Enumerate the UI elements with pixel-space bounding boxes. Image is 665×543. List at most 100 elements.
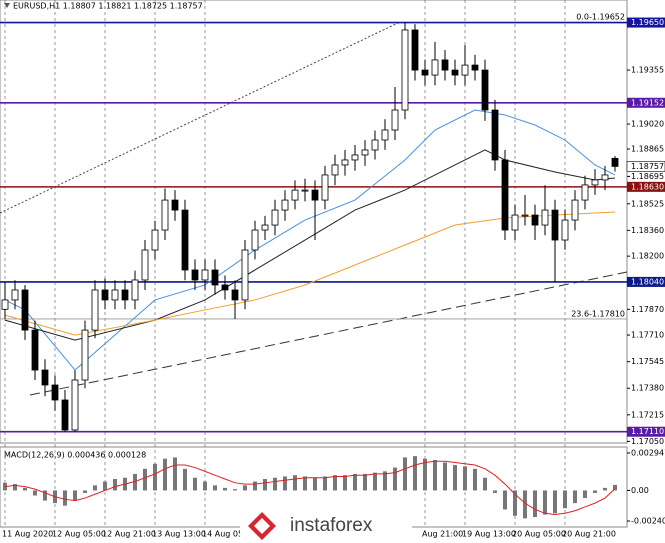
macd-bar — [443, 462, 447, 491]
level-label: 1.17110 — [631, 427, 664, 436]
candle-body — [391, 109, 399, 131]
macd-bar — [193, 477, 197, 491]
macd-bar — [573, 490, 577, 504]
fib-label: 0.0-1.19652 — [576, 13, 625, 22]
candle-body — [421, 69, 429, 76]
candle-body — [471, 64, 479, 71]
candle-body — [541, 209, 549, 226]
macd-bar — [223, 487, 227, 491]
candle-body — [331, 164, 339, 176]
candle-body — [51, 384, 59, 401]
macd-bar — [423, 458, 427, 491]
macd-bar — [353, 473, 357, 491]
level-box — [627, 17, 665, 28]
y-tick-label: 1.18865 — [631, 145, 664, 154]
macd-tick-label: 0.00 — [631, 486, 649, 495]
watermark-logo-inner — [254, 518, 270, 534]
y-tick-label: 1.18695 — [631, 172, 664, 181]
last-price-box — [626, 161, 665, 172]
x-tick-label: 20 Aug 21:00 — [562, 530, 616, 539]
level-label: 1.18630 — [631, 182, 664, 191]
candle-body — [291, 189, 299, 201]
trend-line — [29, 271, 628, 396]
macd-bar — [113, 479, 117, 491]
macd-bar — [403, 457, 407, 491]
candle-body — [101, 289, 109, 301]
candle-body — [91, 289, 99, 331]
x-tick-label: Aug 21:00 — [422, 530, 463, 539]
y-tick-label: 1.17050 — [631, 437, 664, 446]
y-tick-label: 1.17870 — [631, 305, 664, 314]
chart-title: EURUSD,H1 1.18807 1.18821 1.18725 1.1875… — [13, 2, 203, 11]
candle-body — [151, 229, 159, 251]
candle-body — [301, 189, 309, 192]
candle-body — [11, 289, 19, 301]
x-tick-label: 11 Aug 2020 — [2, 530, 53, 539]
candle-body — [571, 199, 579, 221]
candle-body — [431, 59, 439, 76]
candle-body — [371, 139, 379, 151]
candle-body — [451, 69, 459, 76]
macd-bar — [143, 468, 147, 491]
macd-bar — [393, 467, 397, 491]
macd-bar — [263, 479, 267, 491]
moving-average — [4, 149, 616, 341]
level-box — [627, 276, 665, 287]
candle-body — [241, 249, 249, 301]
candle-body — [61, 399, 69, 431]
level-box — [627, 97, 665, 108]
candle-body — [551, 209, 559, 241]
macd-bar — [313, 477, 317, 491]
macd-tick-label: -0.002409 — [631, 517, 665, 526]
macd-bar — [133, 473, 137, 491]
candle-body — [71, 379, 79, 431]
candle-body — [281, 199, 289, 211]
macd-bar — [283, 476, 287, 491]
candle-body — [521, 214, 529, 217]
macd-bar — [73, 490, 77, 501]
macd-bar — [183, 468, 187, 491]
macd-bar — [543, 490, 547, 515]
macd-bar — [453, 465, 457, 491]
fib-label: 23.6-1.17810 — [571, 309, 625, 318]
candle-body — [111, 289, 119, 301]
x-tick-label: 20 Aug 05:00 — [512, 530, 566, 539]
macd-title: MACD(12,26,9) 0.000436 0.000128 — [4, 451, 146, 460]
candle-body — [161, 199, 169, 231]
y-tick-label: 1.18360 — [631, 226, 664, 235]
x-tick-label: 12 Aug 21:00 — [102, 530, 156, 539]
candle-body — [581, 184, 589, 201]
moving-average — [4, 109, 616, 371]
level-label: 1.19650 — [631, 18, 664, 27]
x-tick-label: 19 Aug 13:00 — [462, 530, 516, 539]
candle-body — [401, 29, 409, 111]
macd-bar — [463, 466, 467, 491]
watermark: instaforex — [240, 506, 412, 543]
macd-bar — [613, 484, 617, 491]
macd-bar — [83, 490, 87, 493]
candle-body — [171, 199, 179, 211]
candle-body — [601, 174, 609, 181]
x-tick-label: 12 Aug 05:00 — [52, 530, 106, 539]
candle-body — [41, 369, 49, 386]
candle-body — [361, 149, 369, 156]
macd-bar — [373, 472, 377, 491]
candle-body — [321, 174, 329, 201]
macd-bar — [173, 457, 177, 491]
macd-bar — [243, 485, 247, 491]
y-tick-label: 1.17215 — [631, 410, 664, 419]
macd-bar — [383, 471, 387, 491]
candle-body — [501, 159, 509, 231]
macd-bar — [413, 456, 417, 491]
candle-body — [271, 209, 279, 226]
candle-body — [181, 209, 189, 271]
macd-bar — [363, 473, 367, 491]
candle-body — [461, 64, 469, 76]
macd-bar — [303, 476, 307, 491]
macd-bar — [233, 489, 237, 491]
candle-body — [481, 69, 489, 111]
candle-body — [131, 279, 139, 301]
macd-bar — [503, 490, 507, 510]
candle-body — [191, 269, 199, 281]
candle-body — [221, 284, 229, 291]
